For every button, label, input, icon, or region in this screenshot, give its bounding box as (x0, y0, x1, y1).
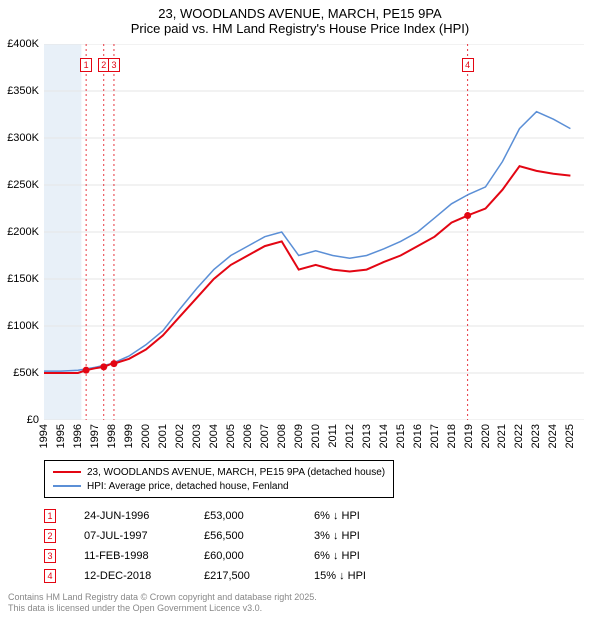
sale-marker-4: 4 (462, 58, 474, 72)
sale-marker-1: 1 (80, 58, 92, 72)
x-tick-label: 2018 (446, 424, 458, 448)
sale-idx: 3 (44, 549, 56, 563)
sale-delta: 6% ↓ HPI (314, 550, 414, 562)
x-tick-label: 2009 (293, 424, 305, 448)
sale-row: 1 24-JUN-1996£53,0006% ↓ HPI (44, 506, 414, 526)
sale-idx: 2 (44, 529, 56, 543)
x-tick-label: 2006 (242, 424, 254, 448)
x-tick-label: 2023 (530, 424, 542, 448)
sale-date: 07-JUL-1997 (84, 530, 204, 542)
x-tick-label: 2002 (174, 424, 186, 448)
x-tick-label: 2008 (276, 424, 288, 448)
sale-row: 4 12-DEC-2018£217,50015% ↓ HPI (44, 566, 414, 586)
page-root: 23, WOODLANDS AVENUE, MARCH, PE15 9PA Pr… (0, 0, 600, 620)
sale-price: £53,000 (204, 510, 314, 522)
y-tick-label: £200K (0, 226, 39, 238)
sale-price: £217,500 (204, 570, 314, 582)
chart-title-block: 23, WOODLANDS AVENUE, MARCH, PE15 9PA Pr… (0, 0, 600, 38)
x-tick-label: 1997 (89, 424, 101, 448)
legend-swatch (53, 471, 81, 473)
x-tick-label: 2003 (191, 424, 203, 448)
x-tick-label: 2010 (310, 424, 322, 448)
x-tick-label: 2013 (361, 424, 373, 448)
x-tick-label: 2001 (157, 424, 169, 448)
x-tick-label: 2000 (140, 424, 152, 448)
y-tick-label: £100K (0, 320, 39, 332)
x-tick-label: 2011 (327, 424, 339, 448)
legend-swatch (53, 485, 81, 487)
sale-price: £60,000 (204, 550, 314, 562)
y-tick-label: £350K (0, 85, 39, 97)
sale-idx: 1 (44, 509, 56, 523)
x-tick-label: 2025 (564, 424, 576, 448)
sale-date: 12-DEC-2018 (84, 570, 204, 582)
footer-line-1: Contains HM Land Registry data © Crown c… (8, 592, 317, 603)
sale-price: £56,500 (204, 530, 314, 542)
y-tick-label: £0 (0, 414, 39, 426)
x-tick-label: 2012 (344, 424, 356, 448)
x-tick-label: 2020 (480, 424, 492, 448)
legend-item: HPI: Average price, detached house, Fenl… (53, 479, 385, 493)
y-tick-label: £250K (0, 179, 39, 191)
sale-delta: 3% ↓ HPI (314, 530, 414, 542)
sale-delta: 15% ↓ HPI (314, 570, 414, 582)
title-line-1: 23, WOODLANDS AVENUE, MARCH, PE15 9PA (0, 6, 600, 21)
x-tick-label: 2004 (208, 424, 220, 448)
line-chart (44, 44, 584, 420)
x-tick-label: 2015 (395, 424, 407, 448)
x-tick-label: 1994 (38, 424, 50, 448)
sale-row: 3 11-FEB-1998£60,0006% ↓ HPI (44, 546, 414, 566)
title-line-2: Price paid vs. HM Land Registry's House … (0, 21, 600, 36)
x-tick-label: 1996 (72, 424, 84, 448)
x-tick-label: 1998 (106, 424, 118, 448)
sales-table: 124-JUN-1996£53,0006% ↓ HPI207-JUL-1997£… (44, 506, 414, 586)
sale-date: 24-JUN-1996 (84, 510, 204, 522)
x-tick-label: 2017 (429, 424, 441, 448)
sale-marker-3: 3 (108, 58, 120, 72)
sale-row: 2 07-JUL-1997£56,5003% ↓ HPI (44, 526, 414, 546)
x-tick-label: 2014 (378, 424, 390, 448)
chart-container: £0£50K£100K£150K£200K£250K£300K£350K£400… (44, 44, 584, 420)
footer-attribution: Contains HM Land Registry data © Crown c… (8, 592, 317, 614)
sale-date: 11-FEB-1998 (84, 550, 204, 562)
legend-item: 23, WOODLANDS AVENUE, MARCH, PE15 9PA (d… (53, 465, 385, 479)
legend-label: HPI: Average price, detached house, Fenl… (87, 481, 289, 492)
x-tick-label: 1999 (123, 424, 135, 448)
legend: 23, WOODLANDS AVENUE, MARCH, PE15 9PA (d… (44, 460, 394, 498)
y-tick-label: £50K (0, 367, 39, 379)
sale-idx: 4 (44, 569, 56, 583)
x-tick-label: 2024 (547, 424, 559, 448)
x-tick-label: 2005 (225, 424, 237, 448)
legend-label: 23, WOODLANDS AVENUE, MARCH, PE15 9PA (d… (87, 467, 385, 478)
y-tick-label: £150K (0, 273, 39, 285)
x-tick-label: 2022 (513, 424, 525, 448)
sale-delta: 6% ↓ HPI (314, 510, 414, 522)
x-tick-label: 2007 (259, 424, 271, 448)
x-tick-label: 2021 (496, 424, 508, 448)
x-tick-label: 1995 (55, 424, 67, 448)
x-tick-label: 2019 (463, 424, 475, 448)
y-tick-label: £300K (0, 132, 39, 144)
footer-line-2: This data is licensed under the Open Gov… (8, 603, 317, 614)
x-tick-label: 2016 (412, 424, 424, 448)
y-tick-label: £400K (0, 38, 39, 50)
